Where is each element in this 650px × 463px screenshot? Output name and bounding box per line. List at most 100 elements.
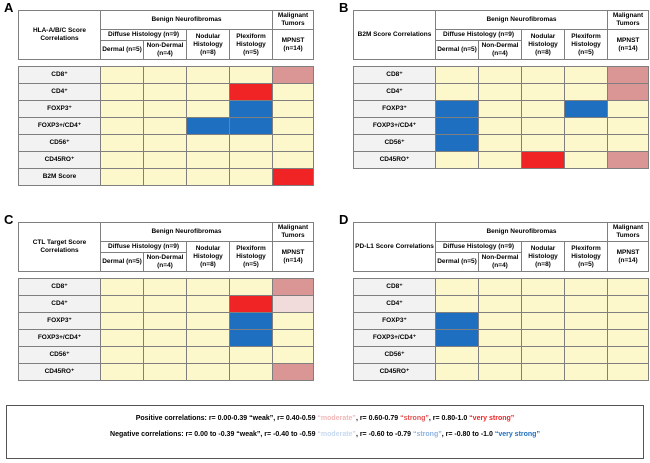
heatmap-row: FOXP3+/CD4⁺ xyxy=(353,117,649,135)
heat-cell xyxy=(607,83,649,101)
row-label: FOXP3+/CD4⁺ xyxy=(18,329,101,347)
heat-cell xyxy=(607,134,649,152)
heat-cell xyxy=(521,83,565,101)
heat-cell xyxy=(100,363,144,381)
heat-cell xyxy=(564,346,608,364)
row-label: CD8⁺ xyxy=(18,66,101,84)
heat-cell xyxy=(100,312,144,330)
heat-cell xyxy=(229,329,273,347)
panel-title: CTL Target Score Correlations xyxy=(18,222,101,272)
heat-cell xyxy=(521,278,565,296)
group-header: Benign Neurofibromas xyxy=(100,9,273,31)
heat-cell xyxy=(100,117,144,135)
column-header: MPNST (n=14) xyxy=(607,241,649,272)
legend-text: Negative correlations: r= 0.00 to -0.39 … xyxy=(110,431,318,438)
heat-cell xyxy=(521,363,565,381)
row-label: FOXP3⁺ xyxy=(18,100,101,118)
legend-text: , r= -0.80 to -1.0 xyxy=(441,431,495,438)
row-label: CD4⁺ xyxy=(353,295,436,313)
heat-cell xyxy=(564,134,608,152)
column-header: Nodular Histology (n=8) xyxy=(521,29,565,60)
row-label: CD8⁺ xyxy=(353,278,436,296)
heat-cell xyxy=(272,134,314,152)
row-label: FOXP3⁺ xyxy=(353,312,436,330)
header-row: CTL Target Score Correlations Benign Neur… xyxy=(18,221,314,272)
column-header: MPNST (n=14) xyxy=(272,29,314,60)
heat-cell xyxy=(143,346,187,364)
heat-cell xyxy=(100,66,144,84)
heat-cell xyxy=(229,168,273,186)
panel-title: PD-L1 Score Correlations xyxy=(353,222,436,272)
legend-text: “moderate” xyxy=(317,415,356,422)
heat-cell xyxy=(607,151,649,169)
heat-cell xyxy=(186,83,230,101)
heat-cell xyxy=(272,83,314,101)
heat-cell xyxy=(607,278,649,296)
panel: C CTL Target Score Correlations Benign Neu… xyxy=(0,212,315,412)
panel-letter: A xyxy=(4,0,14,15)
group-header: Malignant Tumors xyxy=(272,221,314,243)
row-label: FOXP3+/CD4⁺ xyxy=(353,329,436,347)
heatmap-row: FOXP3⁺ xyxy=(353,100,649,118)
heat-cell xyxy=(607,312,649,330)
heat-cell xyxy=(229,363,273,381)
header-row: Diffuse Histology (n=9) Nodular Histology… xyxy=(19,241,314,272)
heat-cell xyxy=(521,312,565,330)
heatmap-row: CD8⁺ xyxy=(18,66,314,84)
heat-cell xyxy=(435,151,479,169)
heat-cell xyxy=(564,295,608,313)
heat-cell xyxy=(229,346,273,364)
positive-legend: Positive correlations: r= 0.00-0.39 “wea… xyxy=(7,415,643,422)
heat-cell xyxy=(143,66,187,84)
heat-cell xyxy=(272,168,314,186)
group-header: Benign Neurofibromas xyxy=(435,221,608,243)
column-header: Dermal (n=5) xyxy=(435,251,479,273)
group-header: Malignant Tumors xyxy=(272,9,314,31)
legend-text: , r= 0.60-0.79 xyxy=(355,415,401,422)
heat-cell xyxy=(186,295,230,313)
heat-cell xyxy=(478,100,522,118)
column-header: Dermal (n=5) xyxy=(100,251,144,273)
heatmap-table: CD8⁺ CD4⁺ FOXP3⁺ FOXP3+/CD4⁺ CD56⁺ CD45RO⁺ xyxy=(353,278,649,381)
heat-cell xyxy=(607,117,649,135)
heat-cell xyxy=(272,66,314,84)
heat-cell xyxy=(100,278,144,296)
heat-cell xyxy=(521,329,565,347)
heat-cell xyxy=(564,363,608,381)
header-row: Diffuse Histology (n=9) Nodular Histology… xyxy=(354,29,649,60)
heat-cell xyxy=(229,151,273,169)
header-table: B2M Score Correlations Benign Neurofibrom… xyxy=(353,9,649,61)
row-label: CD56⁺ xyxy=(353,134,436,152)
heat-cell xyxy=(607,100,649,118)
column-header: Non-Dermal (n=4) xyxy=(143,251,187,273)
panel-title: HLA-A/B/C Score Correlations xyxy=(18,10,101,60)
heat-cell xyxy=(478,295,522,313)
panel: A HLA-A/B/C Score Correlations Benign Neur… xyxy=(0,0,315,200)
heat-cell xyxy=(272,329,314,347)
column-header: Nodular Histology (n=8) xyxy=(186,241,230,272)
header-row: PD-L1 Score Correlations Benign Neurofibr… xyxy=(353,221,649,272)
panel: B B2M Score Correlations Benign Neurofibro… xyxy=(335,0,650,200)
column-header: Nodular Histology (n=8) xyxy=(186,29,230,60)
heatmap-row: B2M Score xyxy=(18,168,314,186)
heat-cell xyxy=(143,117,187,135)
heat-cell xyxy=(100,329,144,347)
heat-cell xyxy=(564,100,608,118)
heat-cell xyxy=(521,100,565,118)
panel-letter: B xyxy=(339,0,349,15)
heat-cell xyxy=(186,151,230,169)
row-label: CD4⁺ xyxy=(353,83,436,101)
header-row: B2M Score Correlations Benign Neurofibrom… xyxy=(353,9,649,60)
row-label: CD56⁺ xyxy=(18,134,101,152)
heat-cell xyxy=(272,100,314,118)
heat-cell xyxy=(100,100,144,118)
legend-text: “moderate” xyxy=(317,431,356,438)
heat-cell xyxy=(564,312,608,330)
heat-cell xyxy=(186,134,230,152)
column-header: Plexiform Histology (n=5) xyxy=(229,29,273,60)
heat-cell xyxy=(435,134,479,152)
heat-cell xyxy=(521,66,565,84)
heatmap-row: CD4⁺ xyxy=(353,83,649,101)
heat-cell xyxy=(186,117,230,135)
legend-text: “strong” xyxy=(400,415,429,422)
